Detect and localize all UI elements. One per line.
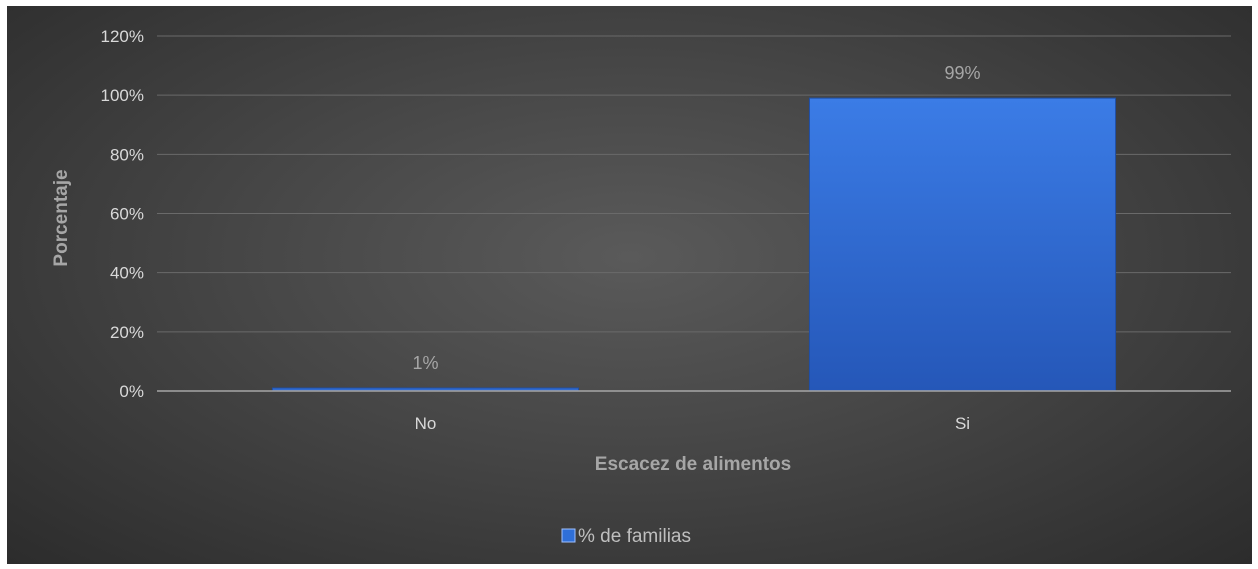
y-tick-label: 120% (101, 27, 144, 46)
bar-chart: 0% 20% 40% 60% 80% 100% 120% 1% 99% No Si Porcen… (51, 27, 1231, 547)
legend-label: % de familias (578, 526, 691, 547)
bars (271, 97, 1117, 392)
chart-area: 0% 20% 40% 60% 80% 100% 120% 1% 99% No Si Porcen… (7, 6, 1252, 564)
y-axis-ticks: 0% 20% 40% 60% 80% 100% 120% (101, 27, 144, 401)
y-tick-label: 60% (110, 205, 144, 224)
x-axis-ticks: No Si (415, 414, 970, 433)
y-tick-label: 100% (101, 86, 144, 105)
x-tick-label: Si (955, 414, 970, 433)
bar-si (808, 97, 1117, 392)
y-tick-label: 80% (110, 145, 144, 164)
y-tick-label: 0% (119, 382, 144, 401)
y-tick-label: 40% (110, 264, 144, 283)
y-axis-title: Porcentaje (51, 169, 72, 266)
legend: % de familias (561, 526, 691, 547)
data-label: 1% (412, 353, 438, 373)
x-tick-label: No (415, 414, 437, 433)
data-labels: 1% 99% (412, 63, 980, 373)
legend-swatch (561, 528, 576, 543)
y-tick-label: 20% (110, 323, 144, 342)
x-axis-title: Escacez de alimentos (595, 454, 791, 475)
data-label: 99% (944, 63, 980, 83)
